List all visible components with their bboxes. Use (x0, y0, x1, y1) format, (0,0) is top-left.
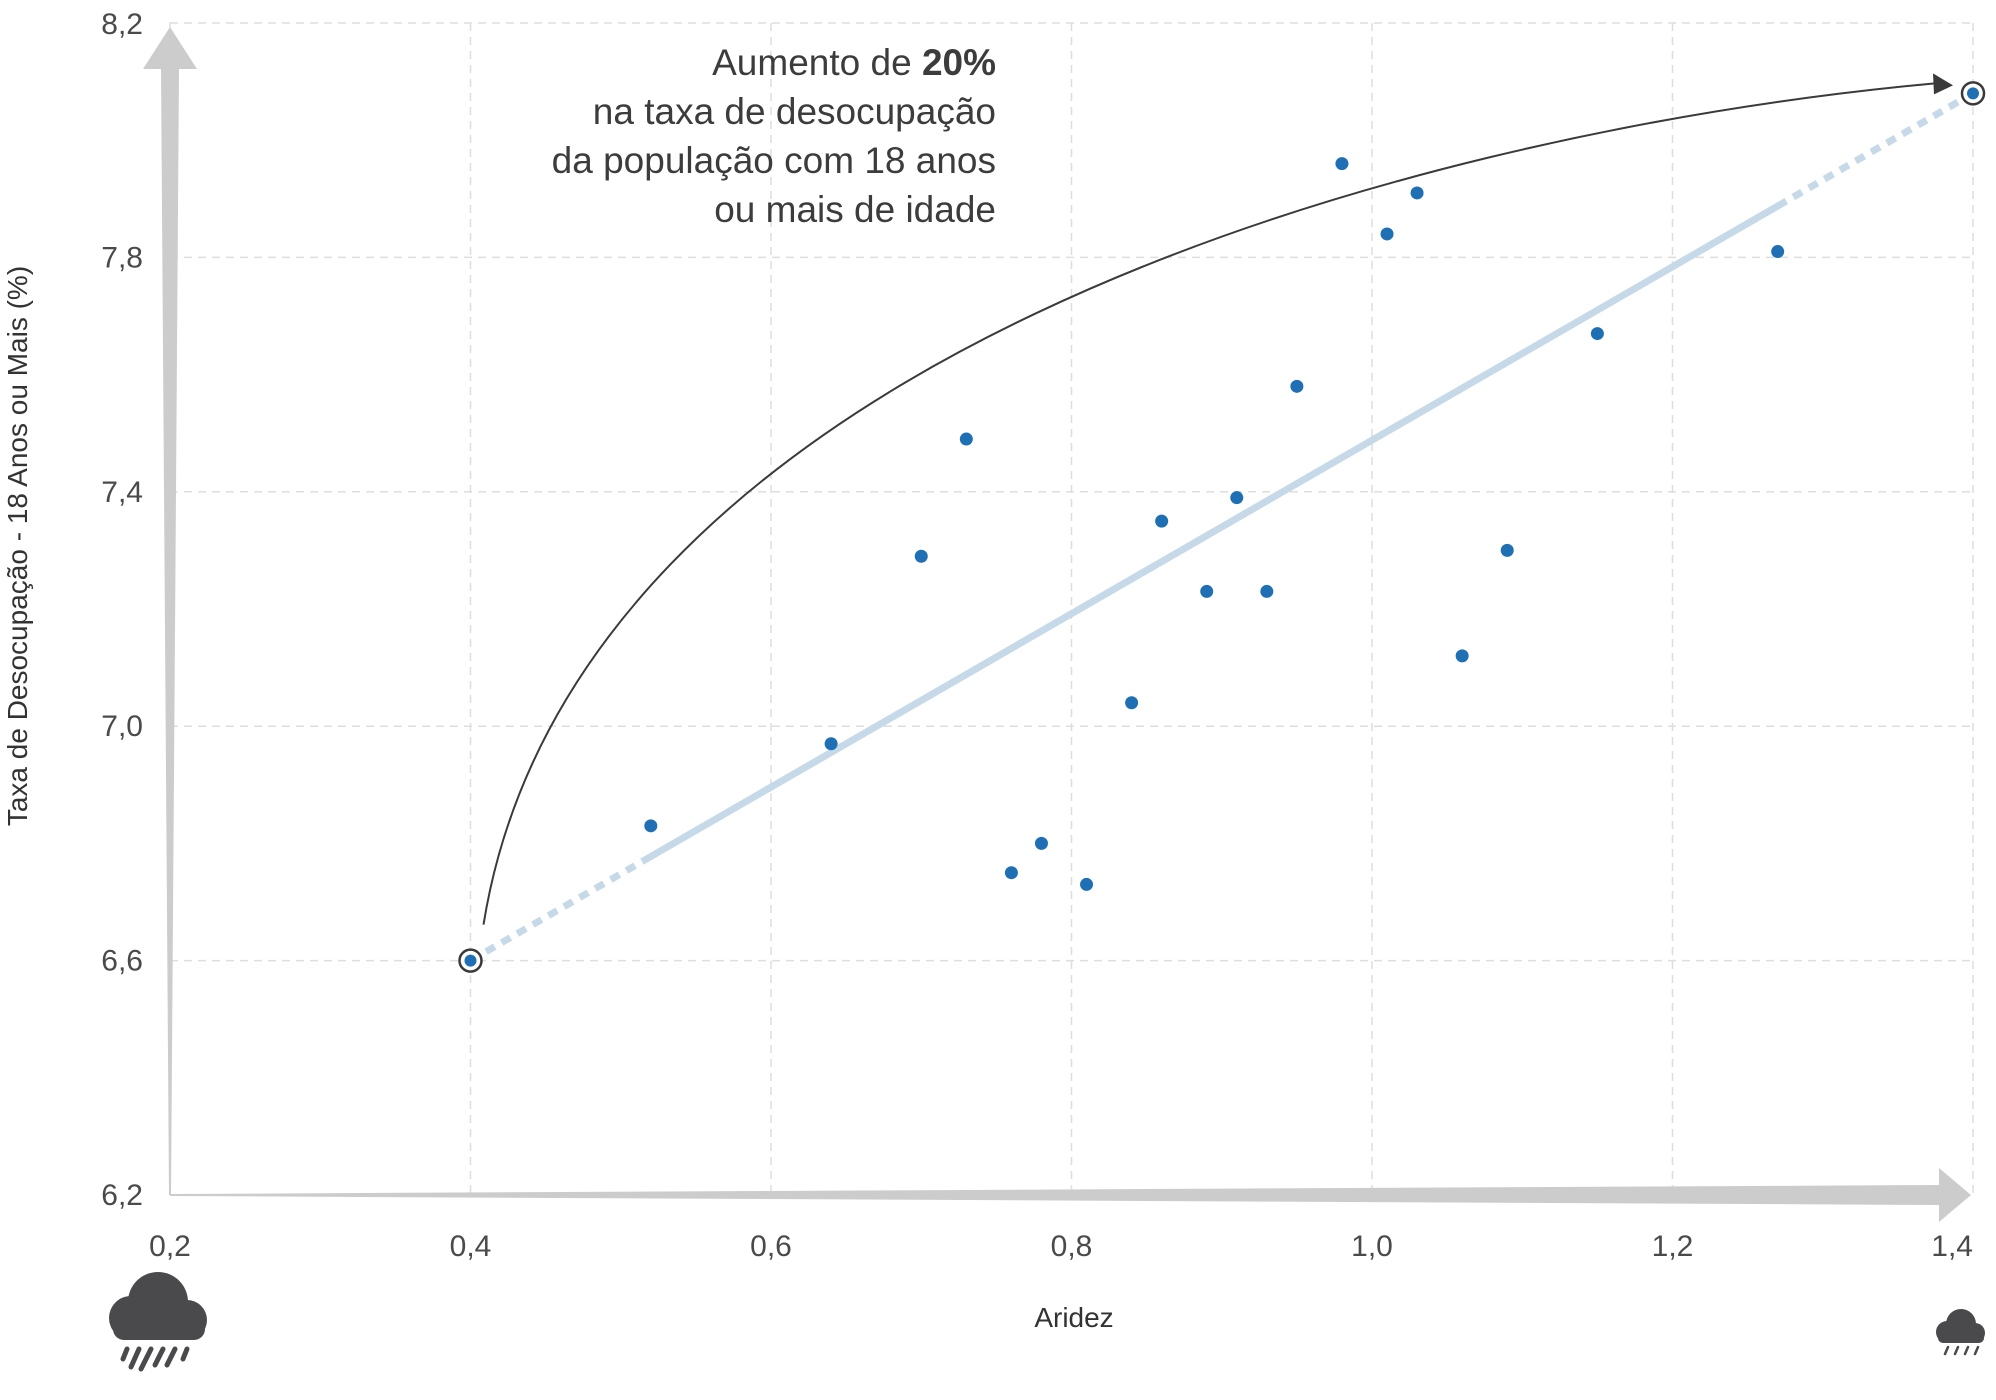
trend-line-dashed-end (1775, 90, 1975, 210)
highlight-point (1967, 87, 1979, 100)
data-point (959, 432, 973, 446)
data-point (1410, 186, 1424, 200)
x-tick-label: 0,2 (149, 1230, 191, 1263)
data-point (1155, 514, 1169, 528)
trend-line (468, 90, 1975, 964)
annotation-line2: na taxa de desocupação (593, 91, 996, 132)
x-axis-title: Aridez (1034, 1302, 1113, 1333)
y-tick-label: 7,8 (101, 241, 143, 274)
x-axis-arrowhead (1939, 1168, 1971, 1222)
axis-arrows (143, 27, 1971, 1222)
y-tick-label: 7,0 (101, 710, 143, 743)
annotation-line1-prefix: Aumento de (712, 42, 922, 83)
y-tick-label: 8,2 (101, 8, 143, 41)
data-point (1590, 327, 1604, 341)
data-point (1771, 245, 1785, 259)
data-point (1004, 866, 1018, 880)
x-tick-labels: 0,2 0,4 0,6 0,8 1,0 1,2 1,4 (149, 1230, 1973, 1263)
x-tick-label: 0,8 (1051, 1230, 1093, 1263)
y-tick-labels: 6,2 6,6 7,0 7,4 7,8 8,2 (101, 8, 143, 1212)
y-tick-label: 6,6 (101, 945, 143, 978)
x-tick-label: 1,4 (1931, 1230, 1973, 1263)
annotation-line4: ou mais de idade (714, 189, 996, 230)
x-tick-label: 0,6 (750, 1230, 792, 1263)
data-point (644, 819, 658, 833)
data-point (1260, 584, 1274, 598)
y-axis-arrowhead (143, 27, 197, 69)
x-tick-label: 0,4 (450, 1230, 492, 1263)
data-point (1034, 836, 1048, 850)
light-rain-cloud-icon (1936, 1309, 1985, 1356)
y-tick-label: 7,4 (101, 476, 143, 509)
data-point (1455, 649, 1469, 663)
x-tick-label: 1,0 (1351, 1230, 1393, 1263)
data-point (1380, 227, 1394, 241)
data-point (1125, 696, 1139, 710)
data-point (1290, 379, 1304, 393)
svg-text:Aumento de 20%: Aumento de 20% (712, 42, 996, 83)
x-axis-shaft (170, 1185, 1939, 1205)
x-tick-label: 1,2 (1652, 1230, 1694, 1263)
data-point (1200, 584, 1214, 598)
data-point (824, 737, 838, 751)
data-point (1230, 491, 1244, 505)
annotation-line3: da população com 18 anos (552, 140, 996, 181)
highlight-points (458, 81, 1986, 973)
y-tick-label: 6,2 (101, 1179, 143, 1212)
annotation-arrow (482, 82, 1936, 925)
data-points (644, 157, 1785, 891)
data-point (914, 549, 928, 563)
grid-lines (169, 22, 1974, 1196)
trend-line-solid (647, 202, 1782, 861)
highlight-point (464, 954, 477, 967)
data-point (1500, 543, 1514, 557)
data-point (1335, 157, 1349, 171)
y-axis-shaft (161, 69, 179, 1195)
annotation-arrowhead (1933, 73, 1953, 95)
y-axis-title: Taxa de Desocupação - 18 Anos ou Mais (%… (2, 266, 33, 826)
annotation-line1-bold: 20% (922, 42, 996, 83)
annotation-text: Aumento de 20% na taxa de desocupação da… (552, 42, 996, 230)
data-point (1080, 877, 1094, 891)
heavy-rain-cloud-icon (109, 1272, 207, 1372)
trend-line-dashed-start (468, 853, 653, 964)
